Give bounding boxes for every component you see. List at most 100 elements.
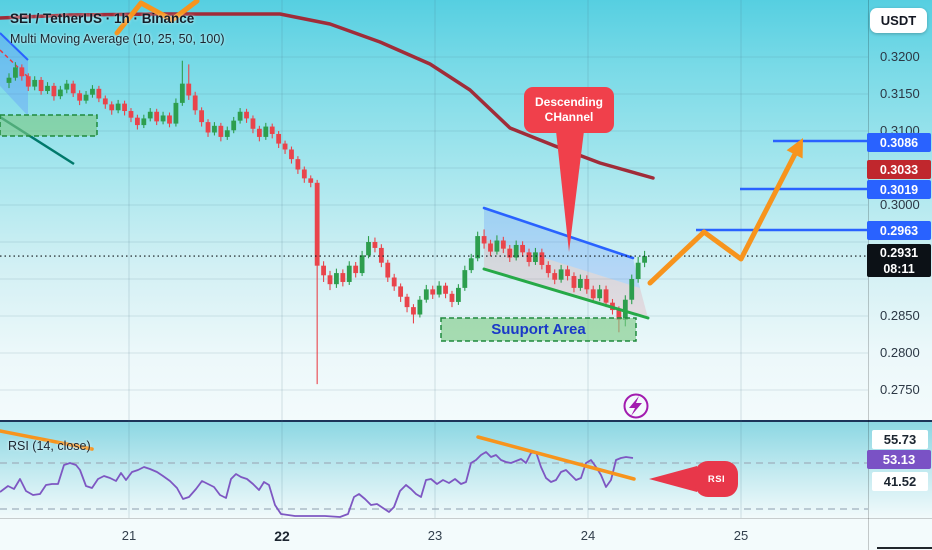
rsi-trendline[interactable] [476,435,636,481]
projection-arrow-line[interactable] [647,151,798,286]
candle-body [6,77,12,83]
candle-body [539,252,545,265]
descending-channel-label[interactable]: Descending CHannel [524,87,614,133]
candle-body [179,83,185,103]
candle-body [109,104,115,111]
candle-body [359,255,365,274]
rsi-pane[interactable] [0,422,932,518]
candle-body [38,79,44,92]
rsi-callout-badge[interactable]: RSI [695,461,738,497]
candle-body [282,143,288,150]
candle-body [122,103,127,112]
price-tick-label: 0.3150 [880,86,920,101]
candle-body [154,111,160,122]
candle-body [616,310,622,320]
candle-body [513,244,519,258]
candle-body [19,67,25,77]
time-tick-label: 21 [121,528,137,543]
symbol-title[interactable]: SEI / TetherUS · 1h · Binance [10,11,195,26]
candle-body [32,79,38,87]
candle-body [25,76,31,87]
candle-body [545,264,551,274]
candle-body [250,118,256,129]
channel-label-pointer [556,131,584,252]
candle-body [147,111,153,119]
time-axis-area[interactable] [0,518,932,550]
candle-body [70,83,76,94]
price-tick-label: 0.2800 [880,345,920,360]
candle-body [199,110,204,123]
candle-body [520,244,525,253]
candle-body [295,159,301,170]
candle-body [571,276,577,288]
time-tick-label: 25 [733,528,749,543]
pane-separator[interactable] [0,420,932,422]
candle-body [404,296,410,308]
candle-body [597,289,603,299]
rsi-current-value-label: 53.13 [867,450,931,469]
candle-body [57,89,63,97]
candle-body [533,252,538,262]
candle-body [635,262,641,279]
price-level-label-high[interactable]: 0.3086 [867,133,931,152]
candle-body [167,115,172,124]
candle-body [308,178,314,183]
candle-body [423,289,429,300]
candle-body [64,83,70,90]
main-price-pane[interactable] [0,0,932,420]
candle-body [475,236,481,259]
rsi-indicator-title[interactable]: RSI (14, close) [8,439,91,453]
candle-body [468,258,474,271]
candle-body [417,299,423,315]
candle-body [45,85,50,92]
candle-body [494,240,500,252]
price-tick-label: 0.2750 [880,382,920,397]
price-tick-label: 0.3000 [880,197,920,212]
corner-line [877,547,932,549]
candle-body [13,67,18,78]
candle-body [642,256,647,263]
candle-body [231,120,237,131]
candle-body [301,169,307,179]
support-area-box[interactable] [440,317,637,342]
rsi-trendline[interactable] [0,429,94,451]
candle-body [346,265,352,282]
candle-body [321,265,326,276]
indicator-title[interactable]: Multi Moving Average (10, 25, 50, 100) [10,32,225,46]
channel-top-line[interactable] [482,206,635,260]
price-level-label-mid[interactable]: 0.3019 [867,180,931,199]
candle-body [77,93,83,101]
currency-toggle-button[interactable]: USDT [870,8,927,33]
candle-body [565,269,570,277]
left-support-box[interactable] [0,114,98,137]
rsi-line[interactable] [0,451,634,518]
rsi-lower-band-label: 41.52 [872,472,928,491]
candle-body [481,236,487,244]
candle-body [192,95,198,111]
candle-body [462,270,468,288]
price-tick-label: 0.3200 [880,49,920,64]
remnant-blue-line[interactable] [0,32,29,61]
last-price-label[interactable]: 0.2931 08:11 [867,244,931,277]
candle-body [385,262,391,278]
time-tick-label: 23 [427,528,443,543]
candle-body [83,94,89,101]
candle-body [411,307,416,315]
top-zigzag-line[interactable] [114,0,200,36]
candle-body [173,102,179,124]
candle-body [218,125,224,137]
ma-value-label[interactable]: 0.3033 [867,160,931,179]
rsi-badge-pointer [649,466,697,492]
channel-bottom-line[interactable] [482,267,650,320]
candle-body [327,275,333,285]
support-area-label[interactable]: Suuport Area [491,321,586,338]
candle-body [289,149,294,160]
candle-body [488,243,493,252]
candle-body [577,279,583,288]
candle-body [398,286,404,297]
candle-body [244,111,249,119]
price-level-label-low[interactable]: 0.2963 [867,221,931,240]
candle-body [237,111,243,121]
candle-body [391,277,397,287]
